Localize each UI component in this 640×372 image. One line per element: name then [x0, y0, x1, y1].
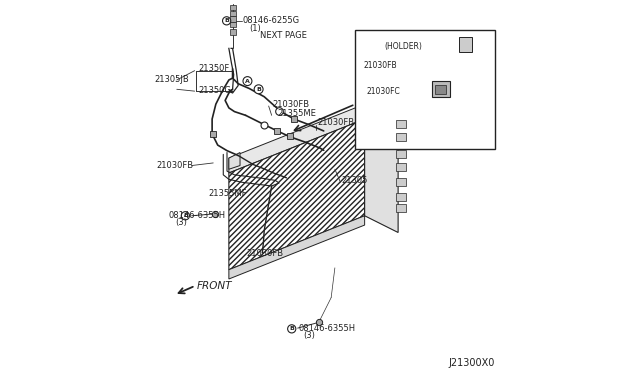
Bar	[396, 178, 406, 186]
Bar	[396, 120, 406, 128]
Circle shape	[254, 85, 263, 94]
Bar	[396, 133, 406, 141]
Circle shape	[243, 77, 252, 86]
Text: 08146-6355H: 08146-6355H	[298, 324, 356, 333]
Text: 21350F: 21350F	[198, 64, 229, 73]
Text: (HOLDER): (HOLDER)	[385, 42, 422, 51]
Bar	[230, 29, 236, 35]
Text: 21030FC: 21030FC	[367, 87, 400, 96]
Text: 21305: 21305	[342, 176, 368, 185]
Bar	[230, 11, 236, 16]
Text: 21030FB: 21030FB	[317, 118, 355, 127]
Bar	[396, 163, 406, 171]
Bar	[230, 16, 236, 22]
Circle shape	[287, 325, 296, 333]
Polygon shape	[229, 104, 365, 173]
Text: 21030FB: 21030FB	[156, 161, 193, 170]
Bar	[355, 30, 495, 149]
Bar	[230, 5, 236, 10]
Text: B: B	[224, 18, 229, 23]
Bar	[435, 85, 447, 94]
Bar	[396, 193, 406, 201]
Text: (3): (3)	[175, 218, 187, 227]
Text: (1): (1)	[250, 24, 261, 33]
Text: NEXT PAGE: NEXT PAGE	[260, 31, 307, 40]
Bar	[431, 81, 450, 97]
Circle shape	[223, 17, 230, 25]
Text: 21305JB: 21305JB	[154, 76, 189, 84]
Polygon shape	[229, 119, 365, 270]
Bar	[460, 37, 472, 52]
Text: 21030FB: 21030FB	[364, 61, 397, 70]
Text: 08146-6355H: 08146-6355H	[168, 211, 226, 219]
Text: B: B	[183, 213, 188, 218]
Text: 21355MF: 21355MF	[209, 189, 247, 198]
Polygon shape	[229, 216, 365, 279]
Circle shape	[181, 212, 189, 220]
Text: 08146-6255G: 08146-6255G	[243, 16, 300, 25]
Text: B: B	[256, 87, 261, 92]
Text: 21355ME: 21355ME	[277, 109, 316, 118]
Text: FRONT: FRONT	[196, 281, 232, 291]
Text: 21030FB: 21030FB	[273, 100, 310, 109]
Bar	[396, 150, 406, 158]
Polygon shape	[229, 153, 240, 169]
Text: B: B	[289, 326, 294, 331]
Polygon shape	[365, 104, 398, 232]
Bar	[396, 204, 406, 212]
Text: 21350G: 21350G	[198, 86, 231, 94]
Text: J21300X0: J21300X0	[449, 358, 495, 368]
Text: 21030FB: 21030FB	[246, 249, 284, 258]
Text: A: A	[245, 78, 250, 84]
Bar	[230, 22, 236, 27]
Text: (3): (3)	[303, 331, 315, 340]
